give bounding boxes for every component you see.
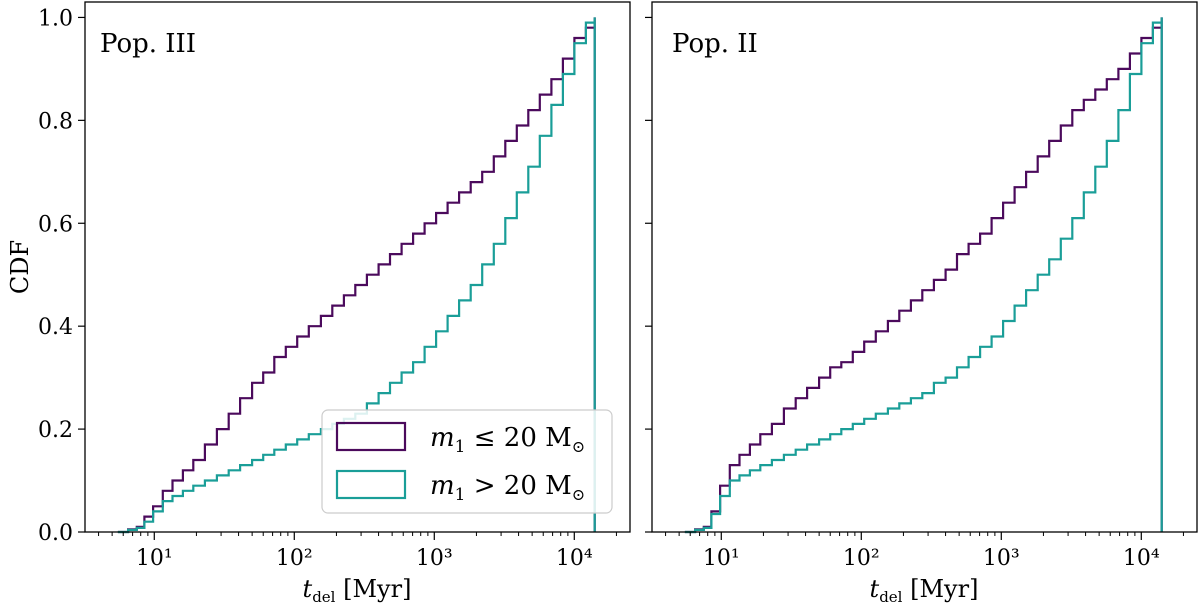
legend-box xyxy=(321,409,613,514)
y-tick-label: 0.8 xyxy=(38,109,73,134)
x-tick-label: 10⁴ xyxy=(556,546,593,571)
y-tick-label: 0.4 xyxy=(38,315,73,340)
x-ticks: 10¹ 10² 10³ 10⁴ xyxy=(665,532,1184,571)
legend-label-high-mass: m1 > 20 M⊙ xyxy=(430,471,585,505)
x-tick-label: 10⁴ xyxy=(1123,546,1160,571)
legend: m1 ≤ 20 M⊙ m1 > 20 M⊙ xyxy=(321,409,613,514)
legend-swatch-low-mass xyxy=(335,421,407,452)
plot-frame xyxy=(84,1,631,533)
y-tick-label: 1.0 xyxy=(38,6,73,31)
x-tick-label: 10³ xyxy=(416,546,453,571)
series-line-high-mass xyxy=(684,17,1163,534)
y-axis-label: CDF xyxy=(6,240,34,294)
plot-frame xyxy=(651,1,1198,533)
panel-pop-ii: 10¹ 10² 10³ 10⁴ Pop. II tdel [Myr] xyxy=(645,1,1198,606)
panel-title: Pop. III xyxy=(100,29,196,59)
x-tick-label: 10³ xyxy=(983,546,1020,571)
y-tick-label: 0.2 xyxy=(38,418,73,443)
x-tick-label: 10² xyxy=(276,546,313,571)
y-tick-label: 0.0 xyxy=(38,521,73,546)
series-line-low-mass xyxy=(117,17,596,534)
x-tick-label: 10¹ xyxy=(703,546,740,571)
x-tick-label: 10¹ xyxy=(136,546,173,571)
series-line-low-mass xyxy=(684,17,1163,534)
x-tick-label: 10² xyxy=(843,546,880,571)
panel-pop-iii: 10¹ 10² 10³ 10⁴ 0.0 0.2 0.4 0.6 0.8 1.0 Pop. III… xyxy=(6,1,631,606)
legend-label-low-mass: m1 ≤ 20 M⊙ xyxy=(430,423,585,457)
y-ticks xyxy=(645,16,652,533)
legend-swatch-high-mass xyxy=(335,469,407,500)
x-axis-label: tdel [Myr] xyxy=(870,575,979,606)
x-axis-label: tdel [Myr] xyxy=(303,575,412,606)
x-ticks: 10¹ 10² 10³ 10⁴ xyxy=(98,532,617,571)
curves-pop-ii xyxy=(684,17,1163,534)
y-tick-label: 0.6 xyxy=(38,212,73,237)
panel-title: Pop. II xyxy=(672,29,758,59)
y-ticks: 0.0 0.2 0.4 0.6 0.8 1.0 xyxy=(38,6,85,546)
